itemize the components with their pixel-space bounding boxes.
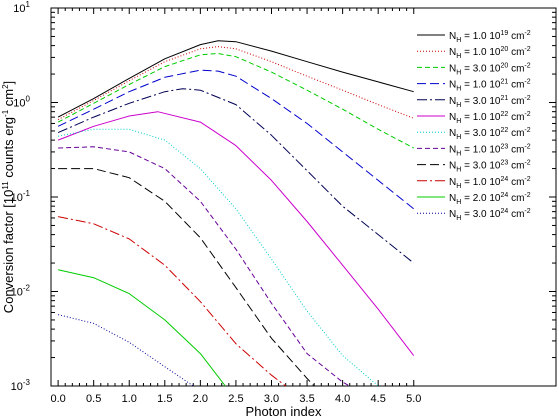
series-line-4	[57, 69, 415, 210]
y-axis-label: Conversion factor [1011 counts erg-1 cm2…	[1, 81, 16, 313]
legend-label-9: NH = 3.0 1023 cm-2	[449, 160, 531, 174]
legend-label-12: NH = 3.0 1024 cm-2	[449, 208, 531, 222]
y-tick-label: 10-3	[11, 378, 31, 393]
legend-label-2: NH = 1.0 1020 cm-2	[449, 46, 531, 60]
series-line-2	[57, 46, 414, 121]
legend-label-11: NH = 2.0 1024 cm-2	[449, 192, 531, 206]
series-line-5	[57, 88, 415, 264]
legend-label-6: NH = 1.0 1022 cm-2	[449, 111, 531, 125]
x-tick-label: 2.5	[228, 393, 243, 405]
series-line-10	[58, 216, 287, 387]
series-line-6	[57, 111, 415, 356]
x-tick-label: 1.5	[157, 393, 172, 405]
y-tick-labels: 101 100 10-1 10-2 10-3	[11, 0, 31, 393]
legend-label-3: NH = 3.0 1020 cm-2	[449, 62, 531, 76]
x-tick-label: 0.0	[50, 393, 65, 405]
legend-label-7: NH = 3.0 1022 cm-2	[449, 127, 531, 141]
series-line-7	[58, 128, 379, 387]
series-line-12	[57, 314, 194, 387]
x-axis-label: Photon index	[246, 404, 322, 419]
legend-label-1: NH = 1.0 1019 cm-2	[449, 30, 531, 44]
legend-label-5: NH = 3.0 1021 cm-2	[449, 95, 531, 109]
y-tick-label: 101	[13, 0, 30, 15]
x-tick-label: 4.5	[371, 393, 386, 405]
x-tick-label: 3.0	[264, 393, 279, 405]
series-line-9	[58, 168, 315, 387]
series-line-3	[57, 53, 414, 149]
x-tick-label: 4.0	[335, 393, 350, 405]
series-line-11	[57, 269, 226, 387]
legend-label-8: NH = 1.0 1023 cm-2	[449, 143, 531, 157]
x-tick-label: 2.0	[193, 393, 208, 405]
series-line-1	[57, 40, 414, 118]
legend-label-10: NH = 1.0 1024 cm-2	[449, 176, 531, 190]
x-tick-label: 3.5	[299, 393, 314, 405]
y-tick-label: 10-2	[11, 284, 31, 299]
x-tick-label: 5.0	[406, 393, 421, 405]
y-tick-label: 100	[13, 95, 30, 110]
series-lines	[57, 40, 415, 387]
legend: NH = 1.0 1019 cm-2 NH = 1.0 1020 cm-2 NH =…	[417, 30, 531, 222]
legend-label-4: NH = 1.0 1021 cm-2	[449, 79, 531, 93]
x-tick-label: 0.5	[86, 393, 101, 405]
series-line-8	[58, 146, 350, 387]
y-tick-label: 10-1	[11, 189, 31, 204]
axis-ticks	[51, 7, 556, 387]
x-tick-labels: 0.0 0.5 1.0 1.5 2.0 2.5 3.0 3.5 4.0 4.5 5.0	[50, 393, 421, 405]
x-tick-label: 1.0	[122, 393, 137, 405]
